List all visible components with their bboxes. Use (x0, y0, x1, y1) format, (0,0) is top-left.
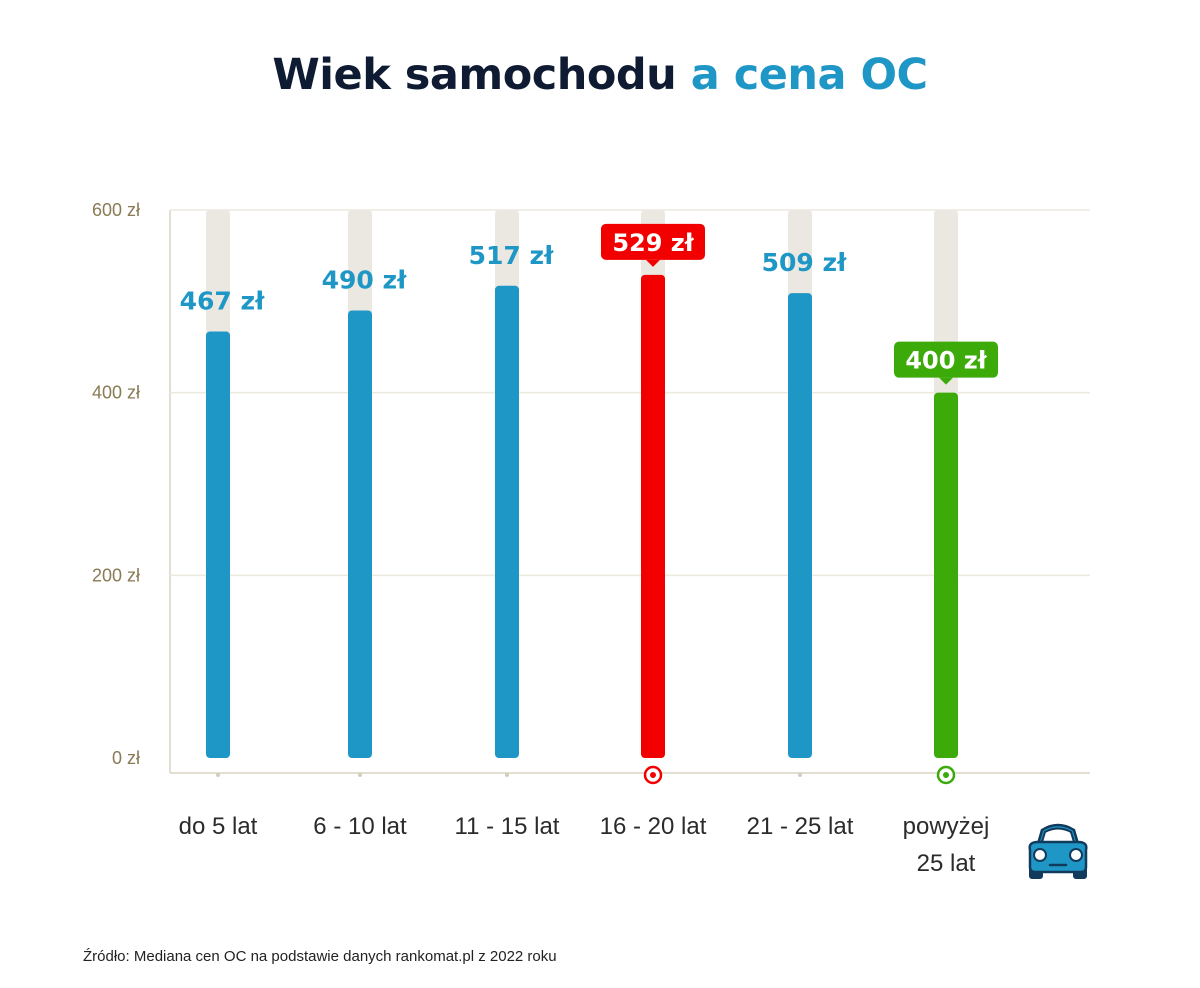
y-tick-label: 0 zł (112, 748, 140, 768)
x-tick-label: powyżej 25 lat (903, 813, 990, 877)
chart-title: Wiek samochodu a cena OC (0, 50, 1200, 100)
x-tick-label: 16 - 20 lat (600, 813, 707, 840)
car-headlight-left (1033, 848, 1047, 862)
bar (934, 392, 958, 758)
x-tick-label-line: 11 - 15 lat (455, 813, 560, 840)
y-tick-label: 400 zł (92, 383, 140, 403)
x-tick-label: do 5 lat (179, 813, 258, 840)
bar (495, 285, 519, 758)
value-label: 517 zł (469, 241, 554, 270)
value-badge-pointer (646, 259, 660, 267)
x-tick-label-line: 25 lat (917, 850, 976, 877)
x-tick-dot (216, 773, 220, 777)
value-label: 529 zł (612, 229, 694, 257)
x-tick-label-line: 16 - 20 lat (600, 813, 707, 840)
value-label: 509 zł (762, 248, 847, 277)
value-badge-pointer (939, 377, 953, 385)
value-label: 467 zł (180, 286, 265, 315)
x-tick-dot (505, 773, 509, 777)
value-badge: 400 zł (894, 341, 998, 385)
x-tick-label-line: powyżej (903, 813, 990, 840)
x-marker-dot (943, 772, 949, 778)
x-tick-label-line: do 5 lat (179, 813, 258, 840)
bar (348, 310, 372, 758)
x-tick-label-line: 21 - 25 lat (747, 813, 854, 840)
x-tick-label: 11 - 15 lat (455, 813, 560, 840)
value-badge-bg (894, 341, 998, 378)
value-label: 400 zł (905, 347, 987, 375)
bar (206, 331, 230, 758)
x-marker-dot (650, 772, 656, 778)
value-badge: 529 zł (601, 223, 705, 267)
bar (641, 274, 665, 758)
chart-title-accent: a cena OC (690, 50, 928, 100)
car-windshield (1040, 827, 1076, 843)
x-tick-label: 21 - 25 lat (747, 813, 854, 840)
bar (788, 293, 812, 758)
value-label: 490 zł (322, 265, 407, 294)
car-icon (1028, 823, 1088, 879)
x-tick-label-line: 6 - 10 lat (313, 813, 407, 840)
x-tick-dot (798, 773, 802, 777)
car-headlight-right (1069, 848, 1083, 862)
chart-title-main: Wiek samochodu (272, 50, 677, 100)
x-tick-label: 6 - 10 lat (313, 813, 407, 840)
y-tick-label: 600 zł (92, 200, 140, 220)
x-tick-dot (358, 773, 362, 777)
y-tick-label: 200 zł (92, 565, 140, 585)
value-badge-bg (601, 223, 705, 260)
source-note: Źródło: Mediana cen OC na podstawie dany… (83, 948, 557, 965)
